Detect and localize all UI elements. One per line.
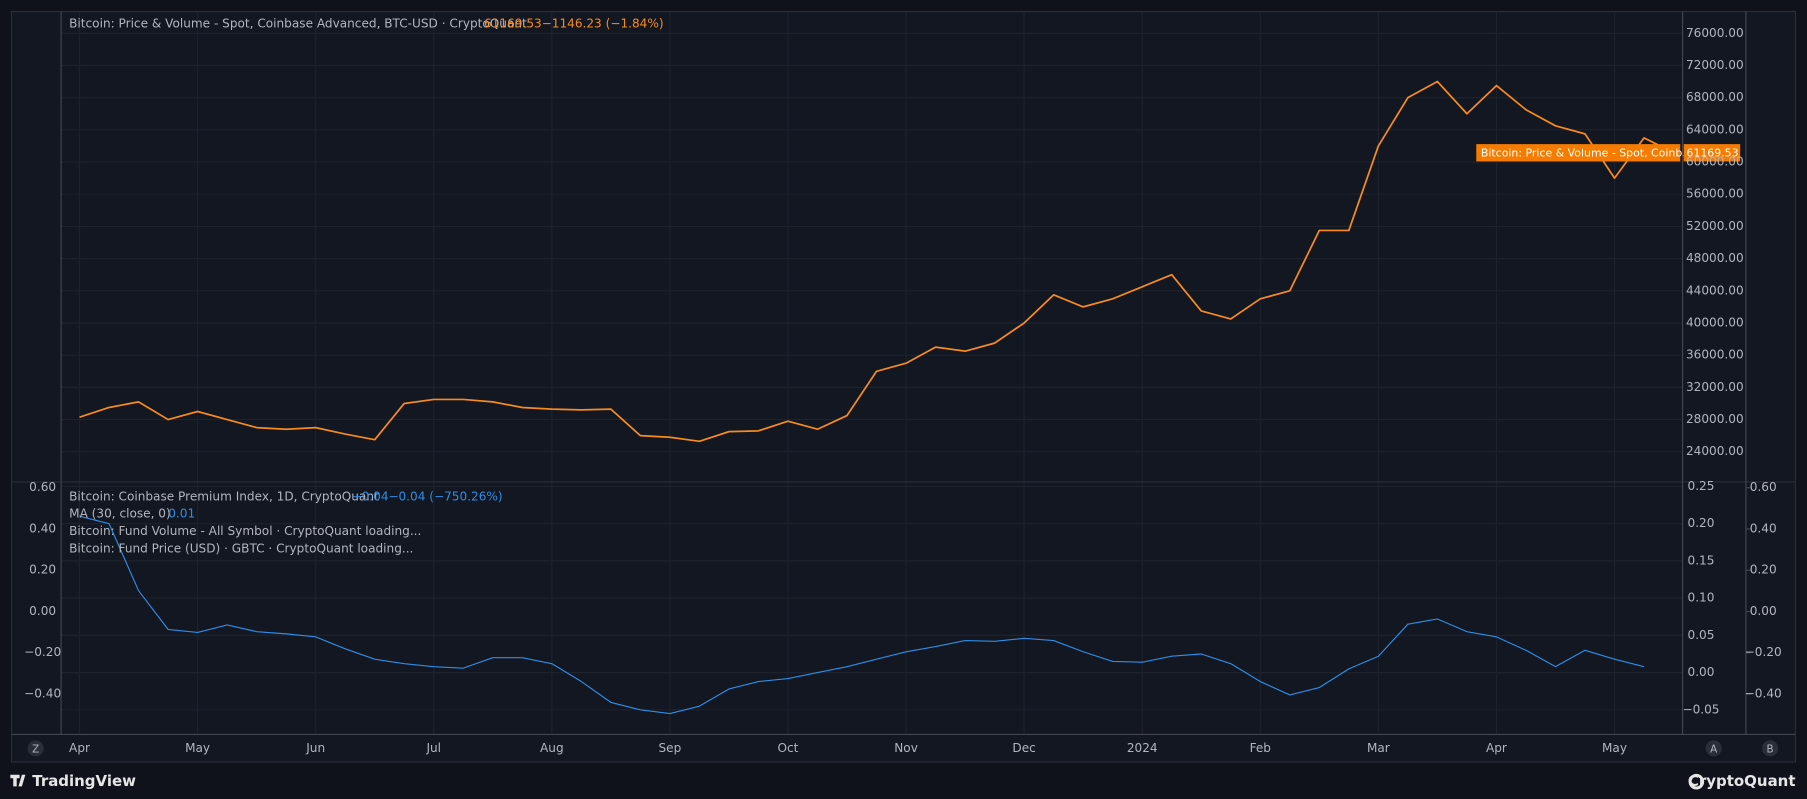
premium-legend: Bitcoin: Coinbase Premium Index, 1D, Cry…	[69, 489, 379, 503]
ma-value: 0.01	[168, 507, 195, 521]
x-tick-label: Jul	[425, 741, 441, 755]
ma-legend: MA (30, close, 0)	[69, 507, 171, 521]
price-last-box	[1683, 144, 1741, 162]
y-tick-label: −0.05	[1682, 702, 1719, 716]
y-tick-label: 40000.00	[1686, 315, 1744, 329]
y2-tick-label: 0.40	[29, 521, 56, 535]
premium-value: −0.04	[351, 489, 388, 503]
button-label[interactable]: Z	[32, 743, 39, 755]
y2-tick-label: 0.00	[1750, 604, 1777, 618]
y-tick-label: 52000.00	[1686, 219, 1744, 233]
y2-tick-label: −0.20	[24, 645, 61, 659]
button-label[interactable]: A	[1710, 743, 1717, 755]
x-tick-label: May	[1602, 741, 1627, 755]
y-tick-label: 0.00	[1688, 665, 1715, 679]
x-tick-label: Apr	[69, 741, 90, 755]
premium-change: −0.04 (−750.26%)	[388, 489, 502, 503]
loading-note: Bitcoin: Fund Price (USD) · GBTC · Crypt…	[69, 541, 413, 555]
y-tick-label: 28000.00	[1686, 412, 1744, 426]
y2-tick-label: −0.40	[24, 686, 61, 700]
price-legend-change: −1146.23 (−1.84%)	[542, 17, 664, 31]
y2-tick-label: 0.20	[1750, 563, 1777, 577]
y-tick-label: 24000.00	[1686, 444, 1744, 458]
x-tick-label: 2024	[1127, 741, 1158, 755]
grid	[61, 11, 1751, 735]
brand-left[interactable]: TradingView	[32, 772, 136, 790]
x-tick-label: Sep	[659, 741, 682, 755]
x-tick-label: Dec	[1012, 741, 1035, 755]
y2-tick-label: −0.20	[1745, 645, 1782, 659]
y-tick-label: 64000.00	[1686, 122, 1744, 136]
price-tag-box	[1476, 144, 1681, 162]
y-tick-label: 56000.00	[1686, 187, 1744, 201]
price-tag: Bitcoin: Price & Volume - Spot, Coinb...	[1481, 146, 1693, 159]
y-tick-label: 68000.00	[1686, 90, 1744, 104]
price-last: 61169.53	[1686, 146, 1738, 159]
y2-tick-label: 0.40	[1750, 521, 1777, 535]
cryptoquant-logo	[1688, 773, 1705, 790]
y2-tick-label: 0.00	[29, 604, 56, 618]
y2-tick-label: 0.60	[1750, 480, 1777, 494]
button[interactable]	[27, 740, 44, 757]
x-tick-label: Aug	[540, 741, 564, 755]
price-legend: Bitcoin: Price & Volume - Spot, Coinbase…	[69, 17, 527, 31]
x-tick-label: Nov	[894, 741, 918, 755]
y2-tick-label: 0.60	[29, 480, 56, 494]
labels: Bitcoin: Price & Volume - Spot, Coinbase…	[10, 17, 1795, 790]
y2-tick-label: −0.40	[1745, 686, 1782, 700]
x-tick-label: May	[185, 741, 210, 755]
y-tick-label: 0.25	[1688, 479, 1715, 493]
button[interactable]	[1762, 740, 1779, 757]
series-line	[79, 80, 1674, 443]
y-tick-label: 0.15	[1688, 553, 1715, 567]
loading-note: Bitcoin: Fund Volume - All Symbol · Cryp…	[69, 524, 421, 538]
x-tick-label: Jun	[305, 741, 325, 755]
x-tick-label: Apr	[1486, 741, 1507, 755]
y-tick-label: 0.05	[1688, 628, 1715, 642]
x-tick-label: Oct	[778, 741, 799, 755]
y-tick-label: 76000.00	[1686, 26, 1744, 40]
tradingview-logo	[10, 774, 26, 787]
y2-tick-label: 0.20	[29, 563, 56, 577]
y-tick-label: 44000.00	[1686, 283, 1744, 297]
y-tick-label: 0.10	[1688, 591, 1715, 605]
y-tick-label: 48000.00	[1686, 251, 1744, 265]
x-tick-label: Feb	[1250, 741, 1272, 755]
y-tick-label: 60000.00	[1686, 155, 1744, 169]
x-tick-label: Mar	[1367, 741, 1390, 755]
brand-right[interactable]: CryptoQuant	[1688, 772, 1796, 790]
y-tick-label: 72000.00	[1686, 58, 1744, 72]
button-label[interactable]: B	[1767, 743, 1774, 755]
marks	[79, 80, 1674, 715]
y-tick-label: 0.20	[1688, 516, 1715, 530]
button[interactable]	[1705, 740, 1722, 757]
price-legend-value: 61169.53	[484, 17, 542, 31]
y-tick-label: 32000.00	[1686, 380, 1744, 394]
series-line	[79, 515, 1645, 715]
y-tick-label: 36000.00	[1686, 348, 1744, 362]
